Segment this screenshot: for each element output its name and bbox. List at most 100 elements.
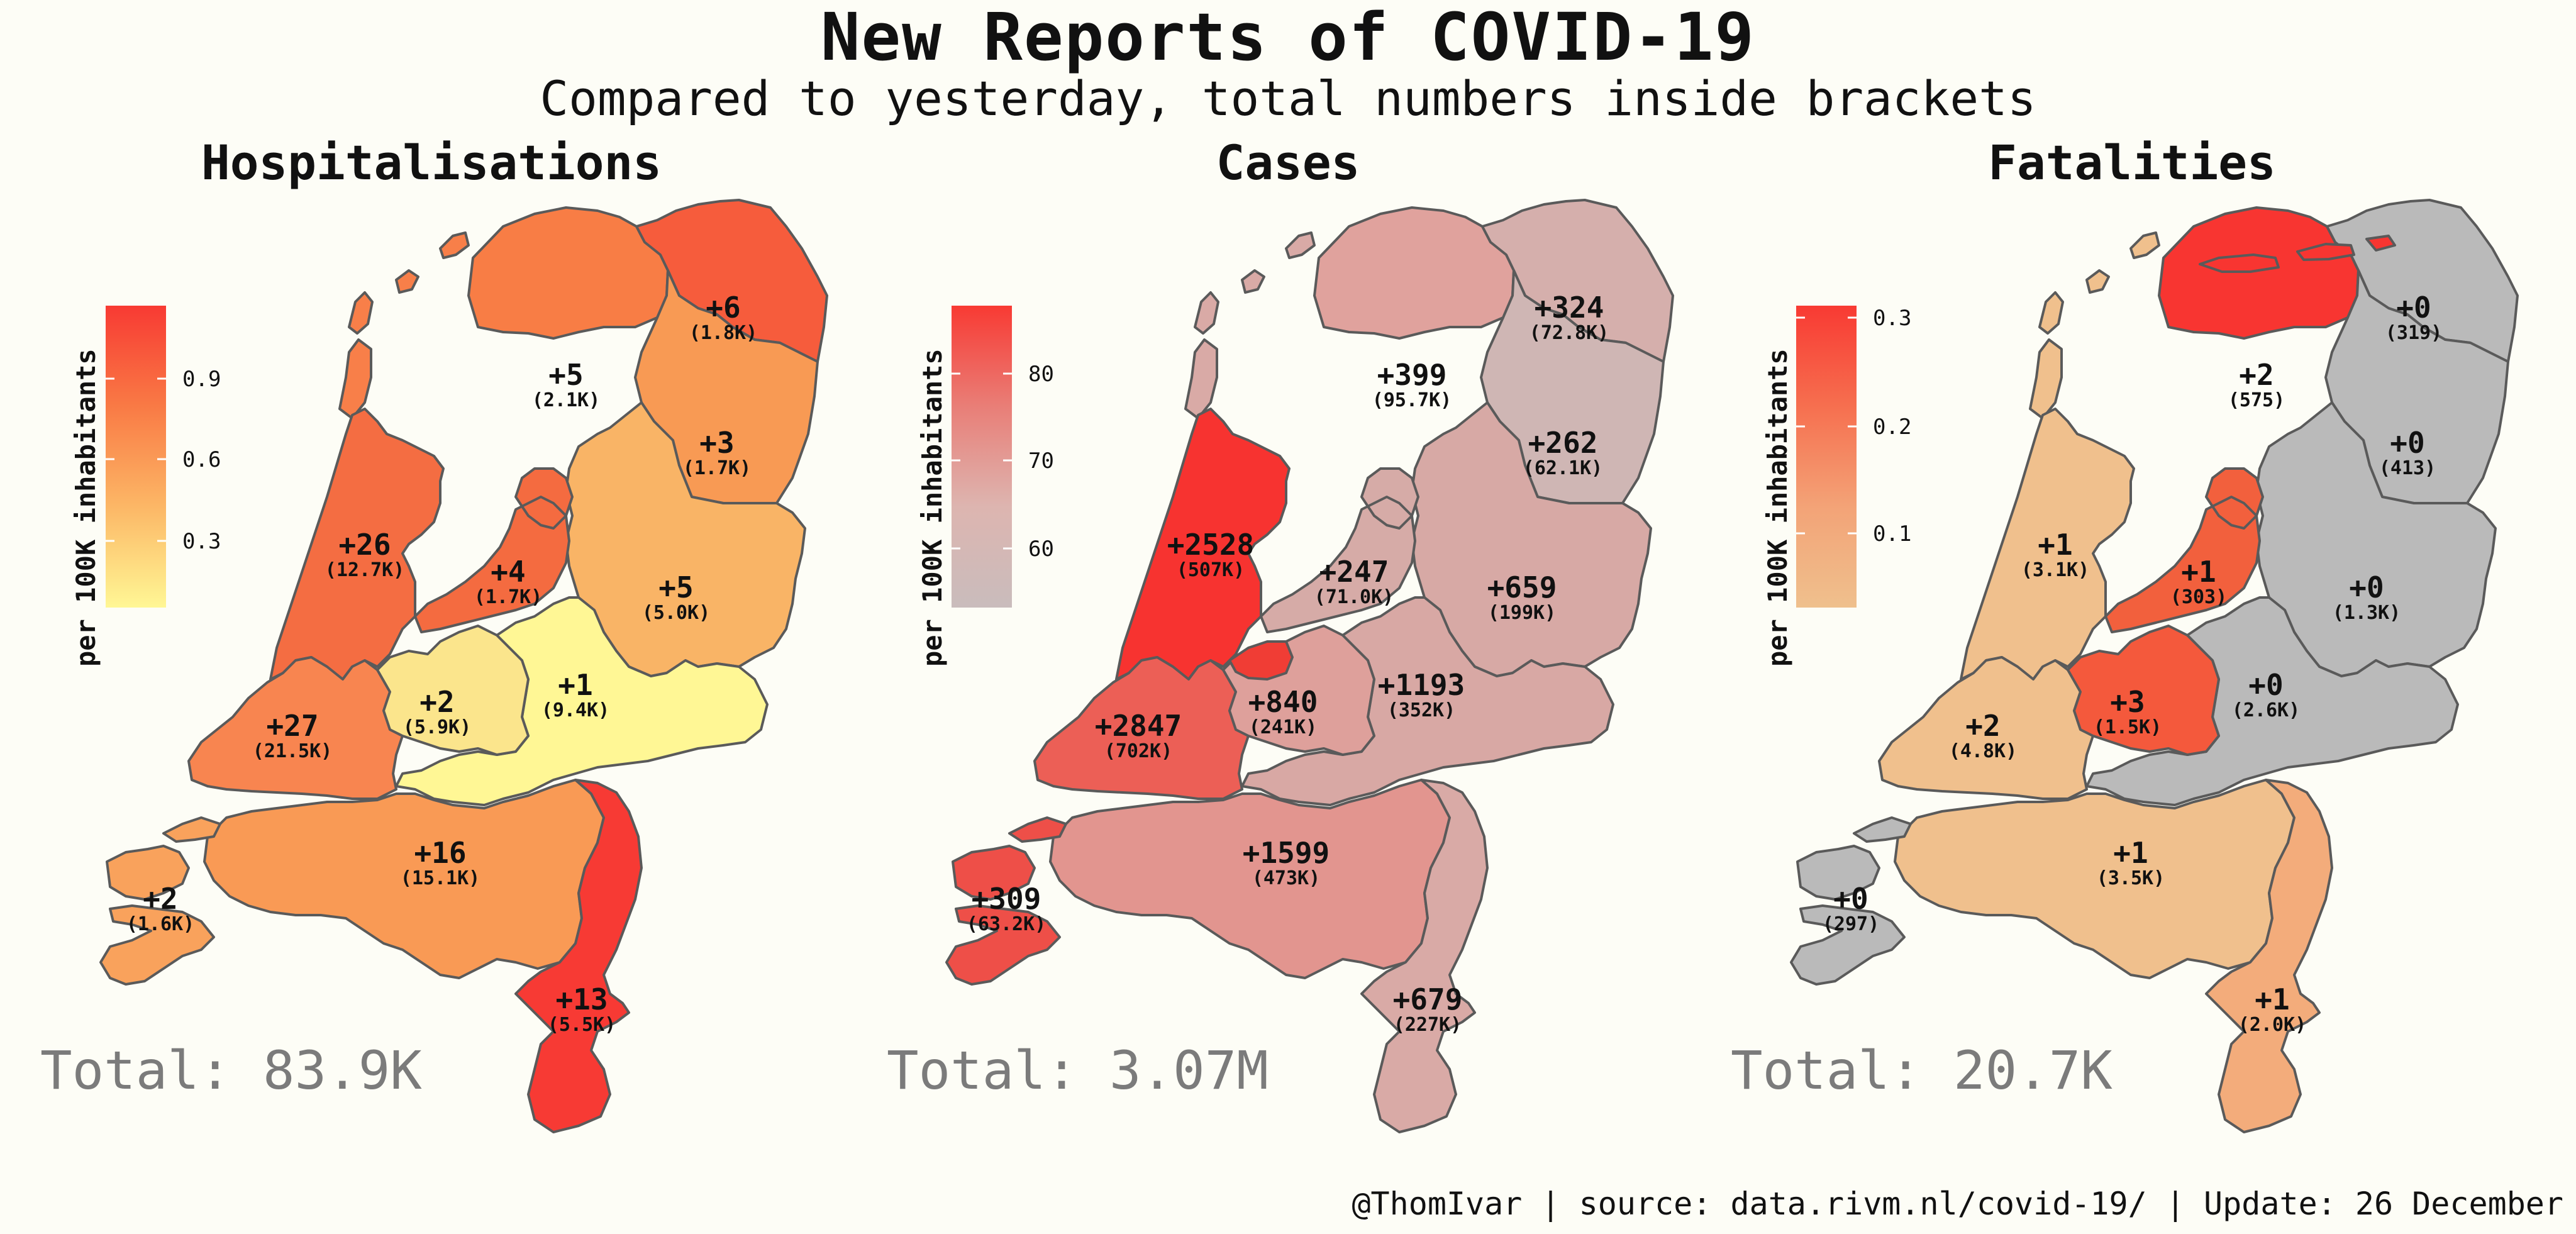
- label-new-zholland-fatalities: +2: [1965, 709, 2000, 743]
- label-new-zholland-hospitalisations: +27: [266, 709, 318, 743]
- label-new-flevoland-cases: +247: [1319, 555, 1389, 589]
- label-new-limburg-hospitalisations: +13: [555, 982, 608, 1016]
- label-new-overijssel-cases: +659: [1487, 570, 1557, 604]
- province-limburg-hospitalisations: [514, 779, 643, 1133]
- label-new-drenthe-fatalities: +0: [2390, 426, 2424, 460]
- legend-tick-label-hospitalisations: 0.3: [182, 529, 221, 554]
- label-new-nholland-cases: +2528: [1167, 528, 1254, 562]
- label-new-zeeland-fatalities: +0: [1833, 882, 1868, 916]
- label-new-utrecht-fatalities: +3: [2110, 685, 2145, 719]
- label-new-nholland-hospitalisations: +26: [338, 528, 391, 562]
- panel-title-fatalities: Fatalities: [1988, 135, 2276, 191]
- legend-tick-label-fatalities: 0.2: [1873, 414, 1911, 440]
- province-brabant-cases: [1049, 779, 1451, 979]
- label-new-groningen-hospitalisations: +6: [706, 291, 740, 325]
- label-total-flevoland-cases: (71.0K): [1314, 586, 1394, 608]
- map-hospitalisations: +5(2.1K)+6(1.8K)+3(1.7K)+5(5.0K)+4(1.7K)…: [99, 199, 828, 1133]
- label-total-gelderland-hospitalisations: (9.4K): [541, 699, 609, 721]
- legend-tick-label-cases: 80: [1028, 362, 1054, 387]
- label-total-zeeland-cases: (63.2K): [967, 913, 1046, 935]
- legend-tick-label-fatalities: 0.1: [1873, 521, 1911, 547]
- legend-tick-label-cases: 60: [1028, 536, 1054, 562]
- map-fatalities: +2(575)+0(319)+0(413)+0(1.3K)+1(303)+1(3…: [1790, 199, 2519, 1133]
- total-fatalities: Total: 20.7K: [1731, 1040, 2112, 1101]
- label-total-zholland-hospitalisations: (21.5K): [253, 740, 332, 762]
- label-total-overijssel-fatalities: (1.3K): [2333, 602, 2401, 624]
- province-zholland-cases: [1033, 656, 1250, 800]
- province-utrecht-fatalities: [2067, 625, 2220, 756]
- label-total-nholland-hospitalisations: (12.7K): [325, 559, 404, 581]
- label-total-brabant-fatalities: (3.5K): [2097, 867, 2165, 889]
- map-cases: +399(95.7K) +324(72.8K) +262(62.1K) +659(19…: [945, 199, 1674, 1133]
- label-total-groningen-fatalities: (319): [2385, 322, 2442, 344]
- label-new-groningen-fatalities: +0: [2396, 291, 2431, 325]
- province-flevoland-fatalities: [2104, 467, 2264, 633]
- label-total-utrecht-fatalities: (1.5K): [2094, 716, 2162, 738]
- label-new-gelderland-hospitalisations: +1: [558, 668, 592, 702]
- label-new-utrecht-cases: +840: [1248, 685, 1318, 719]
- province-zeeland-cases: [945, 816, 1067, 986]
- province-zeeland-fatalities: [1790, 816, 1912, 986]
- label-total-gelderland-fatalities: (2.6K): [2232, 699, 2300, 721]
- label-total-nholland-cases: (507K): [1177, 559, 1245, 581]
- label-new-overijssel-fatalities: +0: [2349, 570, 2384, 604]
- label-total-overijssel-cases: (199K): [1488, 602, 1556, 624]
- label-new-friesland-cases: +399: [1377, 358, 1447, 392]
- label-new-gelderland-cases: +1193: [1378, 668, 1465, 702]
- label-total-brabant-cases: (473K): [1252, 867, 1320, 889]
- label-total-zeeland-hospitalisations: (1.6K): [126, 913, 194, 935]
- label-total-limburg-cases: (227K): [1394, 1014, 1462, 1036]
- label-total-groningen-hospitalisations: (1.8K): [689, 322, 757, 344]
- panel-title-hospitalisations: Hospitalisations: [201, 135, 662, 191]
- total-cases: Total: 3.07M: [887, 1040, 1269, 1101]
- label-total-limburg-fatalities: (2.0K): [2238, 1014, 2306, 1036]
- legend-bar-hospitalisations: [106, 306, 166, 608]
- province-zeeland-hospitalisations: [99, 816, 221, 986]
- province-nholland-cases: [1115, 408, 1291, 681]
- legend-tick-label-hospitalisations: 0.6: [182, 447, 221, 472]
- legend-tick-label-cases: 70: [1028, 448, 1054, 474]
- label-new-gelderland-fatalities: +0: [2248, 668, 2283, 702]
- label-new-overijssel-hospitalisations: +5: [658, 570, 693, 604]
- label-new-zholland-cases: +2847: [1095, 709, 1182, 743]
- province-zholland-fatalities: [1878, 656, 2094, 800]
- label-new-zeeland-cases: +309: [972, 882, 1041, 916]
- province-overijssel-hospitalisations: [565, 401, 806, 677]
- label-total-zeeland-fatalities: (297): [1823, 913, 1879, 935]
- label-new-flevoland-hospitalisations: +4: [491, 555, 525, 589]
- province-wadden_north-fatalities: [2199, 235, 2396, 273]
- label-new-brabant-cases: +1599: [1243, 836, 1330, 870]
- province-overijssel-cases: [1411, 401, 1652, 677]
- label-total-flevoland-hospitalisations: (1.7K): [474, 586, 542, 608]
- label-total-utrecht-hospitalisations: (5.9K): [403, 716, 471, 738]
- province-nholland-fatalities: [1960, 408, 2135, 681]
- province-flevoland-cases: [1260, 467, 1419, 633]
- label-total-gelderland-cases: (352K): [1387, 699, 1455, 721]
- province-brabant-fatalities: [1894, 779, 2296, 979]
- label-new-nholland-fatalities: +1: [2038, 528, 2072, 562]
- label-new-zeeland-hospitalisations: +2: [143, 882, 177, 916]
- total-hospitalisations: Total: 83.9K: [40, 1040, 422, 1101]
- label-new-groningen-cases: +324: [1535, 291, 1604, 325]
- legend-tick-label-fatalities: 0.3: [1873, 306, 1911, 331]
- label-total-utrecht-cases: (241K): [1249, 716, 1317, 738]
- label-total-zholland-cases: (702K): [1104, 740, 1172, 762]
- label-total-zholland-fatalities: (4.8K): [1949, 740, 2017, 762]
- legend-bar-cases: [952, 306, 1012, 608]
- province-limburg-cases: [1360, 779, 1489, 1133]
- label-new-drenthe-hospitalisations: +3: [699, 426, 734, 460]
- footer-credit: @ThomIvar | source: data.rivm.nl/covid-1…: [1352, 1186, 2563, 1222]
- label-total-overijssel-hospitalisations: (5.0K): [642, 602, 710, 624]
- label-total-nholland-fatalities: (3.1K): [2021, 559, 2089, 581]
- label-total-drenthe-hospitalisations: (1.7K): [683, 457, 751, 479]
- legend-tick-label-hospitalisations: 0.9: [182, 367, 221, 392]
- label-total-limburg-hospitalisations: (5.5K): [548, 1014, 616, 1036]
- label-new-limburg-cases: +679: [1393, 982, 1463, 1016]
- label-total-groningen-cases: (72.8K): [1530, 322, 1609, 344]
- legend-title-hospitalisations: per 100K inhabitants: [70, 348, 101, 667]
- subtitle: Compared to yesterday, total numbers ins…: [540, 70, 2036, 126]
- province-utrecht-hospitalisations: [376, 625, 530, 756]
- label-new-limburg-fatalities: +1: [2255, 982, 2289, 1016]
- label-new-drenthe-cases: +262: [1528, 426, 1598, 460]
